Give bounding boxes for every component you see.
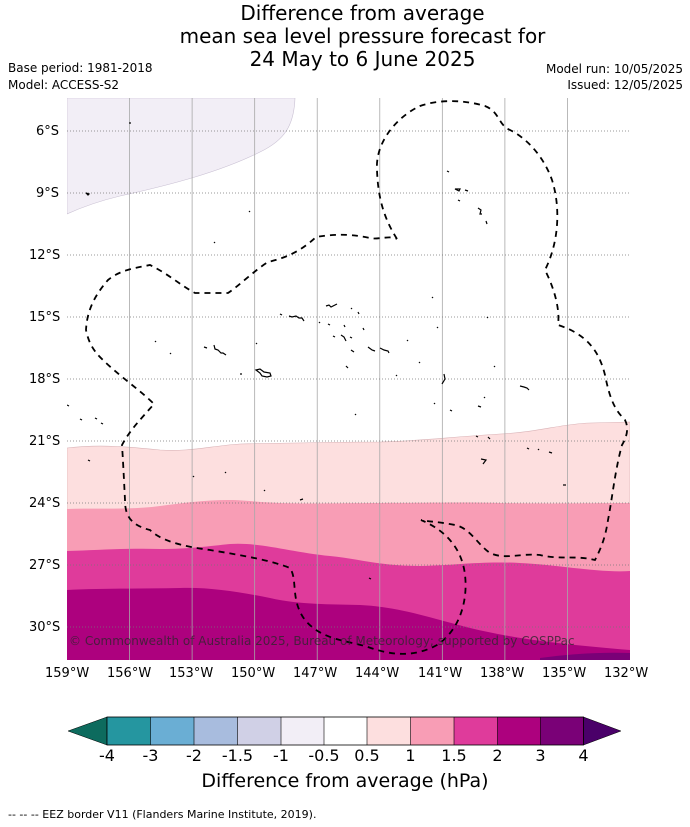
copyright-notice: © Commonwealth of Australia 2025, Bureau… [69, 634, 575, 648]
anomaly-band-2-3 [67, 587, 630, 660]
colorbar-tick: 3 [535, 746, 546, 765]
colorbar-tick: -3 [142, 746, 159, 765]
lon-label: 147°W [293, 666, 338, 681]
lat-label: 15°S [29, 310, 61, 325]
lon-label: 135°W [542, 666, 587, 681]
colorbar-segment [410, 717, 454, 745]
colorbar [67, 716, 622, 746]
colorbar-segment [324, 717, 367, 745]
island-outlines [67, 122, 566, 580]
title-line-2: mean sea level pressure forecast for [179, 24, 546, 48]
colorbar-tick: 1 [405, 746, 416, 765]
eez-border [85, 100, 628, 655]
title-line-1: Difference from average [240, 1, 485, 25]
lon-label: 153°W [169, 666, 214, 681]
lat-label: 9°S [36, 186, 60, 201]
model-name: Model: ACCESS-S2 [8, 78, 120, 92]
lat-label: 18°S [29, 372, 61, 387]
colorbar-segment [150, 717, 194, 745]
lon-label: 156°W [107, 666, 152, 681]
colorbar-segment [367, 717, 411, 745]
colorbar-segment [194, 717, 238, 745]
lon-label: 141°W [418, 666, 463, 681]
lat-label: 6°S [36, 124, 60, 139]
issued-date: Issued: 12/05/2025 [567, 78, 683, 92]
colorbar-segment [107, 717, 151, 745]
colorbar-tick: 0.5 [354, 746, 380, 765]
negative-anomaly-region [67, 98, 296, 215]
base-period: Base period: 1981-2018 [8, 61, 153, 75]
lon-label: 159°W [45, 666, 90, 681]
colorbar-over-triangle [583, 716, 622, 746]
lat-label: 30°S [29, 620, 61, 635]
anomaly-band-3-4 [540, 652, 630, 660]
colorbar-segment [237, 717, 281, 745]
colorbar-segment [540, 717, 584, 745]
colorbar-tick: -4 [99, 746, 115, 765]
colorbar-tick: 1.5 [441, 746, 467, 765]
lat-label: 24°S [29, 496, 61, 511]
colorbar-tick: 2 [492, 746, 503, 765]
colorbar-tick: -0.5 [308, 746, 340, 765]
lat-label: 21°S [29, 434, 61, 449]
lon-label: 144°W [355, 666, 400, 681]
colorbar-segment [497, 717, 541, 745]
title-line-3: 24 May to 6 June 2025 [249, 47, 476, 71]
colorbar-tick: -1 [273, 746, 289, 765]
colorbar-tick: -1.5 [221, 746, 254, 765]
lon-label: 132°W [604, 666, 649, 681]
lon-label: 138°W [480, 666, 525, 681]
colorbar-tick: 4 [578, 746, 589, 765]
lon-label: 150°W [231, 666, 276, 681]
lat-label: 12°S [29, 248, 61, 263]
colorbar-segment [454, 717, 498, 745]
model-run: Model run: 10/05/2025 [545, 62, 683, 76]
colorbar-label: Difference from average (hPa) [201, 770, 489, 792]
lat-label: 27°S [29, 558, 61, 573]
colorbar-tick: -2 [186, 746, 202, 765]
eez-footnote: -- -- -- EEZ border V11 (Flanders Marine… [8, 808, 317, 821]
map-gridlines [67, 98, 630, 660]
colorbar-under-triangle [67, 716, 108, 746]
colorbar-segment [281, 717, 324, 745]
